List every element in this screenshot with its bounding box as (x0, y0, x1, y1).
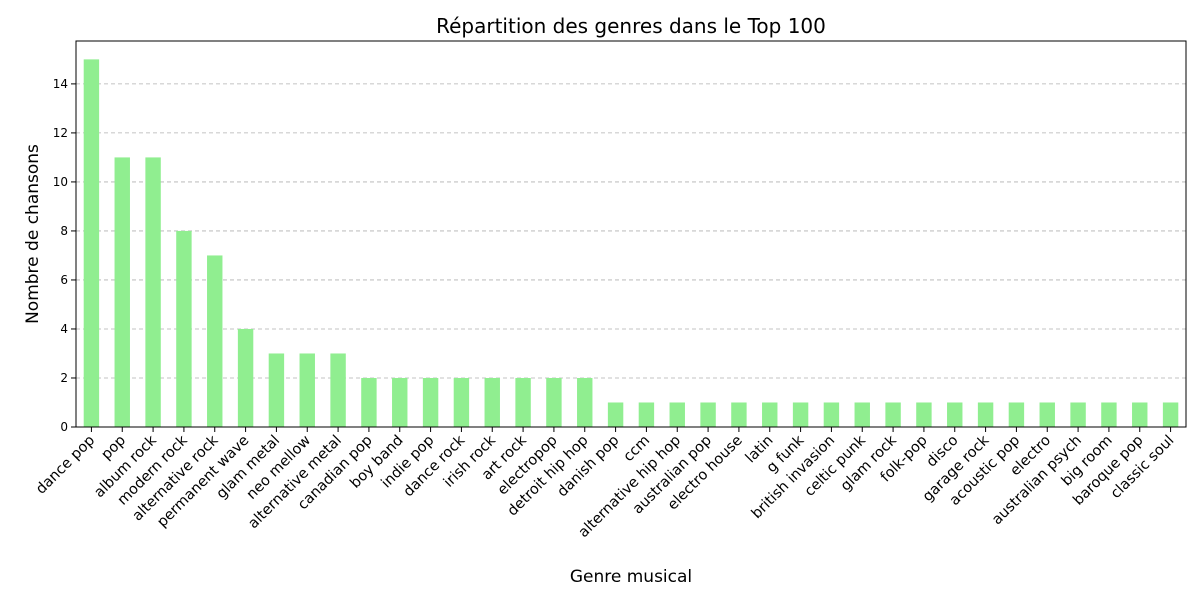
bar (854, 402, 870, 427)
bar (577, 377, 593, 427)
bar (792, 402, 809, 427)
bar (947, 402, 963, 427)
bar (1162, 402, 1179, 427)
bar (823, 402, 840, 427)
bar (762, 402, 778, 427)
bar (237, 328, 254, 427)
bar (176, 230, 192, 427)
x-tick-label: dance pop (33, 433, 98, 498)
plot-frame (75, 40, 1187, 428)
y-tick-label: 2 (60, 371, 68, 385)
bar (114, 157, 130, 427)
bar (145, 157, 161, 427)
chart-title: Répartition des genres dans le Top 100 (436, 14, 826, 38)
bar (669, 402, 685, 427)
bar (83, 59, 100, 427)
y-axis-title: Nombre de chansons (23, 144, 43, 324)
y-tick-label: 12 (53, 126, 68, 140)
bar (977, 402, 994, 427)
bar (916, 402, 932, 427)
y-tick-label: 6 (60, 273, 68, 287)
bar (453, 377, 470, 427)
bars (83, 59, 1179, 427)
bar (361, 377, 377, 427)
bar (731, 402, 747, 427)
y-tick-label: 0 (60, 420, 68, 434)
y-axis-ticks: 0 2 4 6 8 10 12 14 (53, 77, 76, 434)
y-tick-label: 4 (60, 322, 68, 336)
bar (422, 377, 439, 427)
bar (515, 377, 531, 427)
bar (268, 353, 285, 427)
bar (885, 402, 901, 427)
bar (638, 402, 655, 427)
bar (484, 377, 500, 427)
bar (1008, 402, 1025, 427)
grid-lines (76, 83, 1186, 428)
bar (392, 377, 408, 427)
bar (700, 402, 716, 427)
x-axis-title: Genre musical (570, 567, 692, 587)
bar (330, 353, 346, 427)
bar (1101, 402, 1117, 427)
bar (207, 255, 223, 427)
bar (1039, 402, 1055, 427)
y-tick-label: 8 (60, 224, 68, 238)
bar (1070, 402, 1086, 427)
bar (546, 377, 562, 427)
bar (607, 402, 624, 427)
y-tick-label: 14 (53, 77, 68, 91)
bar (1132, 402, 1148, 427)
y-tick-label: 10 (53, 175, 68, 189)
bar (299, 353, 315, 427)
